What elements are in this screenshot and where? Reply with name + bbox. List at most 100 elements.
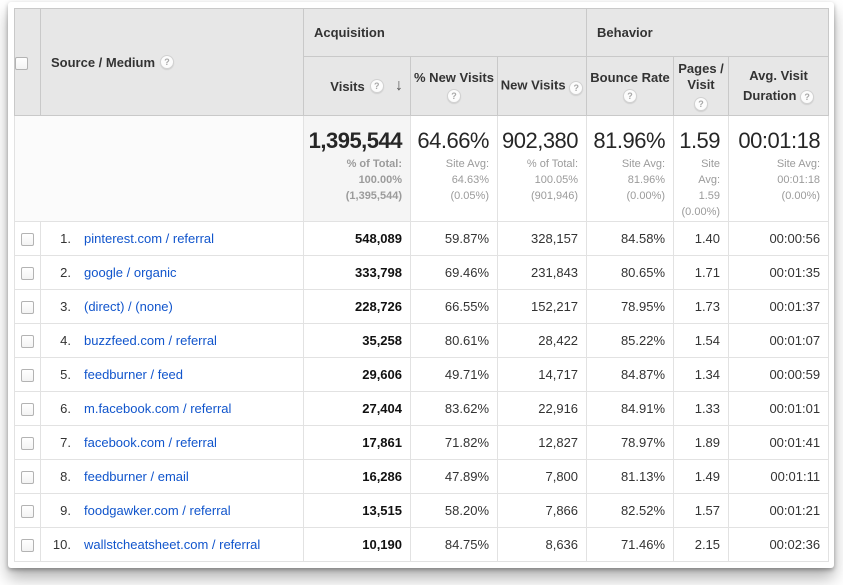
source-cell: 7. facebook.com / referral bbox=[40, 424, 304, 460]
new-visits-cell: 7,800 bbox=[496, 458, 588, 494]
help-icon[interactable]: ? bbox=[160, 55, 175, 69]
row-checkbox-cell bbox=[14, 254, 41, 290]
row-rank: 1. bbox=[60, 230, 71, 246]
source-medium-link[interactable]: facebook.com / referral bbox=[84, 434, 217, 450]
column-header-source-medium[interactable]: Source / Medium ? bbox=[40, 8, 304, 116]
totals-pages-visit: 1.59 Site Avg: 1.59 (0.00%) bbox=[673, 115, 730, 222]
pct-new-visits-cell: 49.71% bbox=[410, 356, 498, 392]
bounce-rate-cell: 82.52% bbox=[586, 492, 675, 528]
header-group-acquisition: Acquisition bbox=[302, 8, 588, 57]
row-checkbox[interactable] bbox=[21, 436, 34, 450]
row-checkbox[interactable] bbox=[21, 300, 34, 314]
row-checkbox[interactable] bbox=[21, 266, 34, 280]
source-medium-link[interactable]: feedburner / email bbox=[84, 468, 189, 484]
pct-new-visits-label: % New Visits bbox=[414, 69, 494, 85]
source-medium-link[interactable]: feedburner / feed bbox=[84, 366, 184, 382]
row-checkbox[interactable] bbox=[21, 504, 34, 518]
help-icon[interactable]: ? bbox=[800, 89, 815, 104]
header-group-behavior: Behavior bbox=[586, 8, 830, 57]
totals-avg-duration: 00:01:18 Site Avg: 00:01:18 (0.00%) bbox=[728, 115, 830, 222]
visits-cell: 333,798 bbox=[303, 254, 411, 290]
row-checkbox[interactable] bbox=[21, 470, 34, 484]
help-icon[interactable]: ? bbox=[569, 81, 584, 95]
source-medium-link[interactable]: buzzfeed.com / referral bbox=[84, 332, 217, 348]
table-row: 9. foodgawker.com / referral 13,515 58.20… bbox=[14, 492, 830, 528]
totals-visits-subtext: % of Total: 100.00% (1,395,544) bbox=[345, 158, 402, 202]
new-visits-cell: 12,827 bbox=[496, 424, 588, 460]
new-visits-cell: 7,866 bbox=[496, 492, 588, 528]
row-checkbox[interactable] bbox=[21, 334, 34, 348]
select-all-cell bbox=[14, 8, 41, 116]
visits-cell: 16,286 bbox=[303, 458, 411, 494]
row-checkbox-cell bbox=[14, 458, 41, 494]
source-medium-link[interactable]: foodgawker.com / referral bbox=[84, 502, 231, 518]
source-medium-link[interactable]: wallstcheatsheet.com / referral bbox=[84, 536, 261, 552]
help-icon[interactable]: ? bbox=[623, 88, 638, 103]
row-checkbox[interactable] bbox=[21, 402, 34, 416]
source-cell: 6. m.facebook.com / referral bbox=[40, 390, 304, 426]
row-rank: 5. bbox=[60, 366, 71, 382]
table-row: 8. feedburner / email 16,286 47.89% 7,800… bbox=[14, 458, 830, 494]
totals-new-visits-value: 902,380 bbox=[502, 128, 579, 153]
pages-visit-cell: 1.49 bbox=[673, 458, 730, 494]
totals-new-visits: 902,380 % of Total: 100.05% (901,946) bbox=[496, 115, 588, 222]
table-row: 7. facebook.com / referral 17,861 71.82% … bbox=[14, 424, 830, 460]
new-visits-cell: 231,843 bbox=[496, 254, 588, 290]
pages-visit-cell: 1.33 bbox=[673, 390, 730, 426]
new-visits-cell: 152,217 bbox=[496, 288, 588, 324]
row-checkbox[interactable] bbox=[21, 368, 34, 382]
source-cell: 9. foodgawker.com / referral bbox=[40, 492, 304, 528]
sort-descending-icon[interactable]: ↓ bbox=[395, 77, 403, 94]
help-icon[interactable]: ? bbox=[694, 96, 709, 111]
table-row: 4. buzzfeed.com / referral 35,258 80.61% … bbox=[14, 322, 830, 358]
row-rank: 3. bbox=[60, 298, 71, 314]
source-medium-link[interactable]: pinterest.com / referral bbox=[84, 230, 215, 246]
totals-pages-subtext: Site Avg: 1.59 (0.00%) bbox=[681, 158, 721, 218]
column-header-visits[interactable]: Visits ? ↓ bbox=[303, 56, 411, 116]
totals-visits-value: 1,395,544 bbox=[308, 128, 403, 153]
bounce-rate-cell: 84.87% bbox=[586, 356, 675, 392]
source-medium-link[interactable]: google / organic bbox=[84, 264, 177, 280]
bounce-rate-label: Bounce Rate bbox=[590, 69, 670, 85]
totals-pct-new-subtext: Site Avg: 64.63% (0.05%) bbox=[445, 158, 489, 202]
row-checkbox[interactable] bbox=[21, 232, 34, 246]
source-medium-label: Source / Medium bbox=[51, 54, 156, 70]
pages-visit-cell: 1.34 bbox=[673, 356, 730, 392]
row-checkbox-cell bbox=[14, 288, 41, 324]
totals-duration-subtext: Site Avg: 00:01:18 (0.00%) bbox=[776, 158, 821, 202]
header-group-row: Source / Medium ? Acquisition Behavior bbox=[14, 8, 830, 116]
source-medium-link[interactable]: m.facebook.com / referral bbox=[84, 400, 232, 416]
column-header-bounce-rate[interactable]: Bounce Rate ? bbox=[586, 56, 675, 116]
bounce-rate-cell: 85.22% bbox=[586, 322, 675, 358]
totals-bounce-value: 81.96% bbox=[593, 128, 666, 153]
behavior-label: Behavior bbox=[597, 25, 653, 40]
bounce-rate-cell: 71.46% bbox=[586, 526, 675, 562]
table-header: Source / Medium ? Acquisition Behavior V… bbox=[14, 8, 830, 116]
source-medium-link[interactable]: (direct) / (none) bbox=[84, 298, 173, 314]
visits-cell: 27,404 bbox=[303, 390, 411, 426]
avg-duration-cell: 00:01:41 bbox=[728, 424, 830, 460]
column-header-new-visits[interactable]: New Visits ? bbox=[496, 56, 588, 116]
bounce-rate-cell: 78.97% bbox=[586, 424, 675, 460]
visits-cell: 13,515 bbox=[303, 492, 411, 528]
pages-visit-cell: 1.73 bbox=[673, 288, 730, 324]
row-checkbox-cell bbox=[14, 322, 41, 358]
totals-visits: 1,395,544 % of Total: 100.00% (1,395,544… bbox=[303, 115, 411, 222]
avg-duration-cell: 00:01:01 bbox=[728, 390, 830, 426]
column-header-avg-duration[interactable]: Avg. Visit Duration ? bbox=[728, 56, 830, 116]
column-header-pct-new-visits[interactable]: % New Visits ? bbox=[410, 56, 498, 116]
source-cell: 8. feedburner / email bbox=[40, 458, 304, 494]
avg-duration-label: Avg. Visit Duration ? bbox=[739, 66, 819, 106]
help-icon[interactable]: ? bbox=[369, 79, 384, 93]
bounce-rate-cell: 84.91% bbox=[586, 390, 675, 426]
totals-duration-value: 00:01:18 bbox=[738, 128, 821, 153]
source-cell: 4. buzzfeed.com / referral bbox=[40, 322, 304, 358]
help-icon[interactable]: ? bbox=[447, 88, 461, 103]
visits-cell: 29,606 bbox=[303, 356, 411, 392]
new-visits-cell: 328,157 bbox=[496, 220, 588, 256]
select-all-checkbox[interactable] bbox=[15, 56, 28, 70]
column-header-pages-visit[interactable]: Pages / Visit ? bbox=[673, 56, 730, 116]
pct-new-visits-cell: 47.89% bbox=[410, 458, 498, 494]
row-checkbox[interactable] bbox=[21, 538, 34, 552]
new-visits-label: New Visits bbox=[500, 77, 566, 93]
